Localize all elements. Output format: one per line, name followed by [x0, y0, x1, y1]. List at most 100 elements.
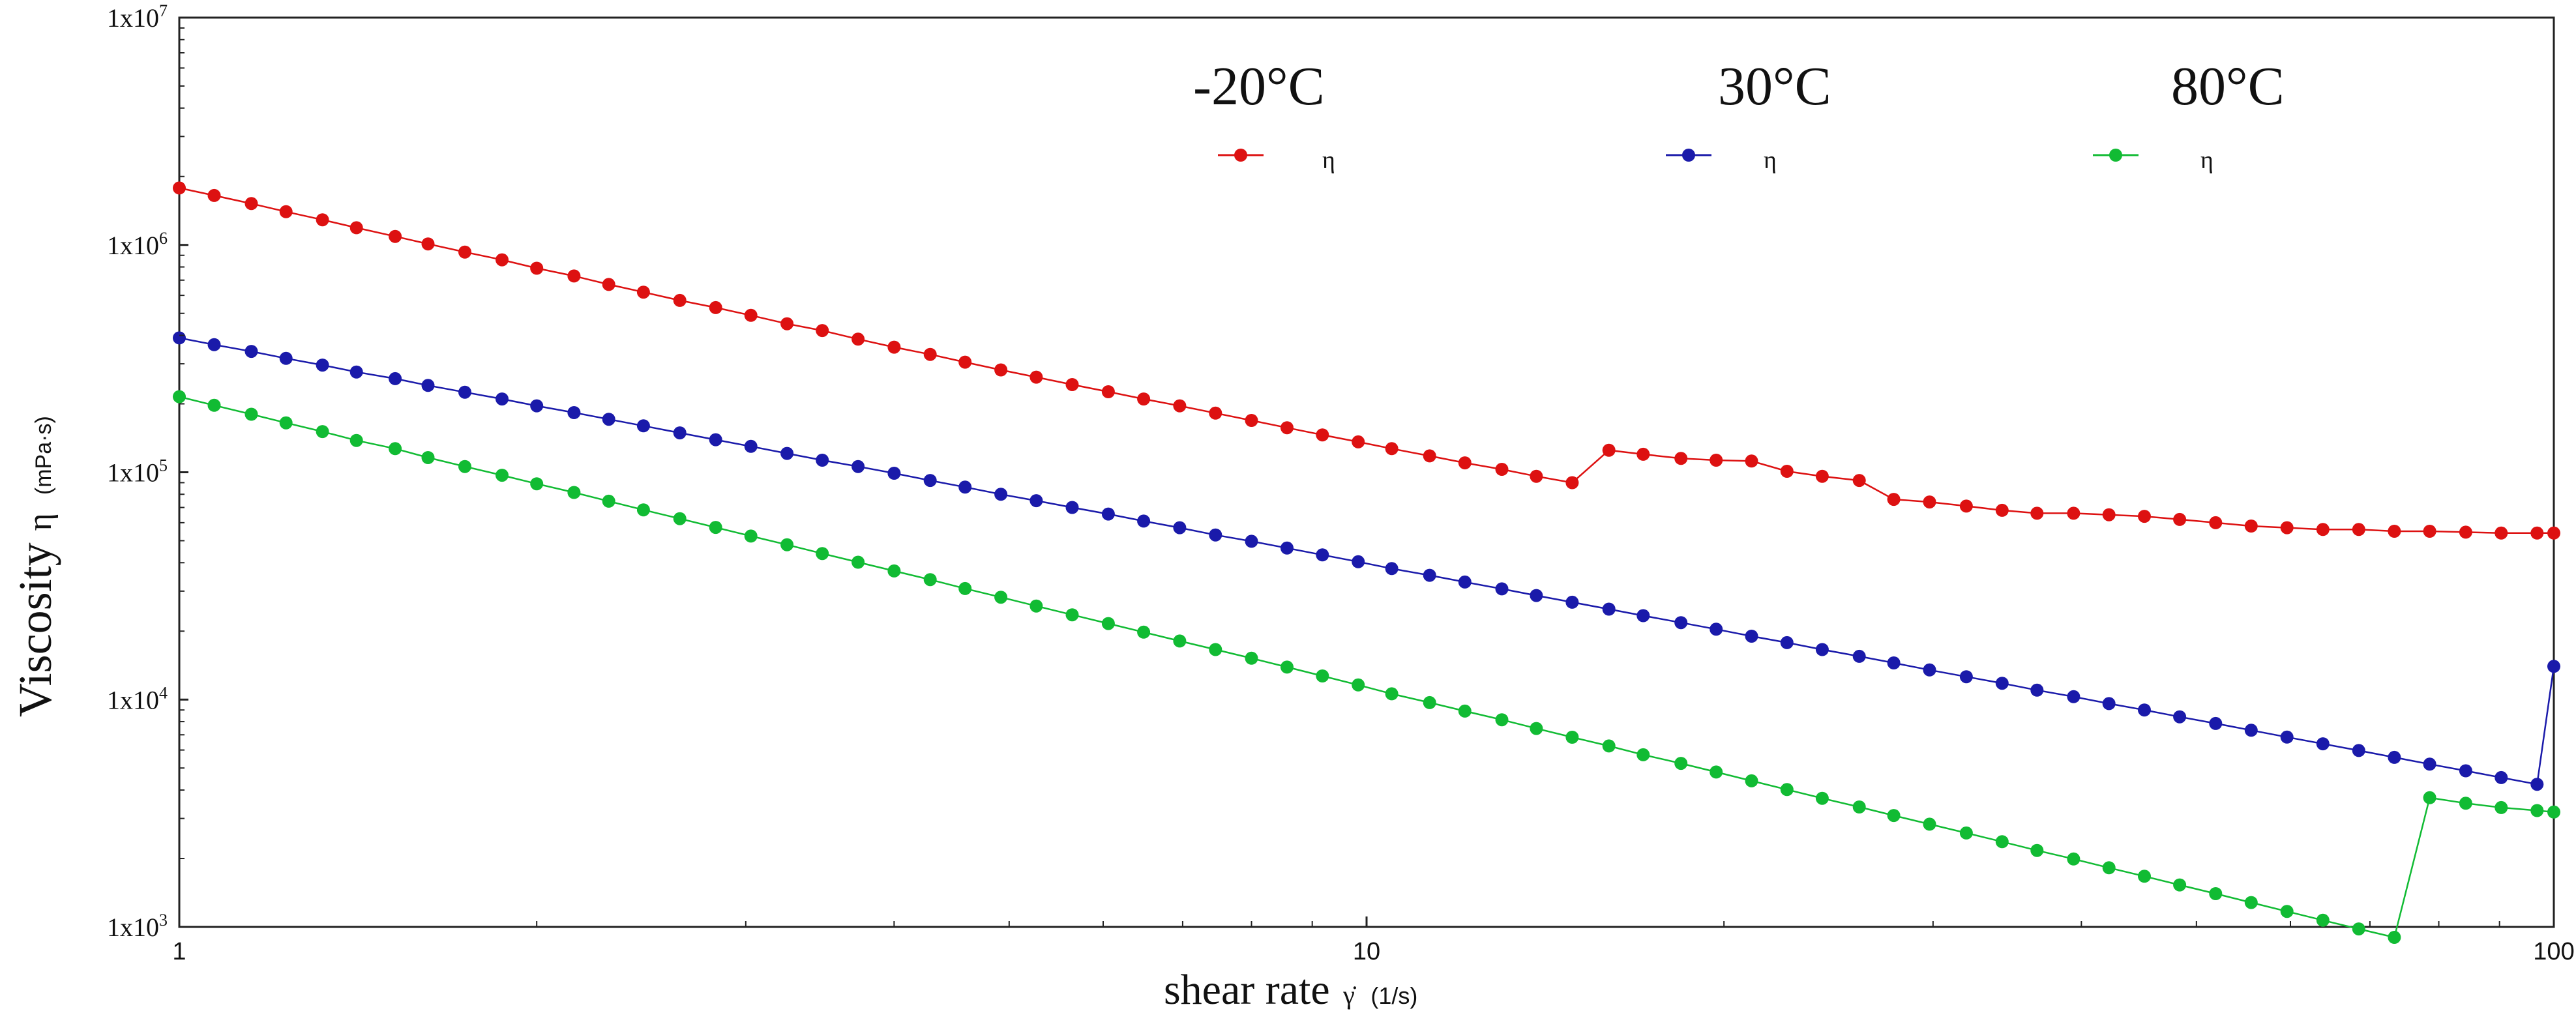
data-point [2173, 512, 2187, 526]
data-point [2030, 843, 2044, 857]
data-point [1029, 494, 1043, 508]
data-point [2530, 526, 2544, 540]
data-point [923, 474, 937, 488]
data-point [780, 317, 794, 330]
data-point [1029, 599, 1043, 613]
data-point [816, 547, 829, 561]
data-point [173, 331, 186, 345]
data-point [1458, 704, 1472, 718]
data-point [1530, 722, 1543, 735]
data-point [2530, 804, 2544, 817]
data-point [1780, 636, 1794, 649]
data-point [1710, 623, 1723, 636]
legend-label-minus20: η [1322, 147, 1335, 174]
data-point [1495, 582, 1509, 596]
x-axis-unit: (1/s) [1370, 982, 1417, 1009]
data-point [1316, 428, 1329, 442]
data-point [2244, 896, 2258, 909]
data-point [421, 451, 435, 464]
data-point [1995, 835, 2009, 849]
data-point [1887, 656, 1901, 669]
data-point [349, 221, 363, 235]
data-point [567, 406, 581, 419]
legend-title-30: 30°C [1718, 56, 1831, 117]
data-point [458, 460, 471, 473]
legend-marker-minus20 [1234, 149, 1247, 162]
data-point [887, 467, 901, 480]
data-point [1245, 414, 1258, 427]
data-point [567, 269, 581, 283]
data-point [2388, 750, 2401, 764]
data-point [1065, 501, 1079, 514]
data-point [316, 213, 329, 227]
data-point [1065, 608, 1079, 622]
data-point [673, 293, 687, 307]
data-point [496, 469, 509, 482]
data-point [1495, 463, 1509, 476]
data-point [1602, 602, 1616, 616]
data-point [1636, 609, 1650, 623]
data-point [530, 477, 544, 491]
y-axis-symbol: η [22, 513, 59, 531]
data-point [421, 379, 435, 392]
data-point [2173, 878, 2187, 892]
series-2 [173, 390, 2560, 944]
data-point [780, 447, 794, 460]
data-point [1745, 774, 1758, 787]
data-point [2102, 861, 2116, 875]
data-point [636, 419, 650, 433]
data-point [2352, 744, 2365, 757]
data-point [744, 529, 758, 543]
data-point [1209, 528, 1222, 542]
data-point [1745, 454, 1758, 468]
data-point [1780, 783, 1794, 797]
y-tick-label: 1x105 [107, 456, 168, 488]
data-point [1423, 696, 1436, 709]
data-point [1923, 817, 1936, 831]
legend-label-30: η [1764, 147, 1777, 174]
data-point [530, 261, 544, 275]
data-point [602, 494, 615, 508]
data-point [1530, 589, 1543, 602]
data-point [673, 512, 687, 525]
legend: -20°C η 30°C η 80°C η [1193, 56, 2285, 174]
data-point [1959, 826, 1973, 840]
data-point [1101, 617, 1115, 630]
data-point [1137, 514, 1151, 528]
data-point [1995, 503, 2009, 517]
data-point [2030, 683, 2044, 697]
data-point [496, 253, 509, 267]
plot-area [178, 16, 2555, 928]
data-point [2423, 525, 2436, 538]
data-point [851, 332, 865, 346]
y-axis-label: Viscosity [9, 542, 61, 717]
data-point [1423, 568, 1436, 582]
data-point [958, 480, 972, 494]
data-point [1173, 634, 1187, 648]
data-point [780, 538, 794, 551]
data-point [1173, 399, 1187, 413]
data-point [1352, 555, 1365, 568]
data-point [2067, 506, 2080, 520]
data-point [2316, 913, 2330, 927]
data-point [1137, 392, 1151, 406]
data-point [1674, 616, 1688, 630]
data-point [244, 345, 258, 359]
data-point [1209, 643, 1222, 656]
data-point [2280, 521, 2294, 535]
data-point [1923, 663, 1936, 677]
data-point [1316, 548, 1329, 562]
data-point [316, 425, 329, 439]
x-axis-title: shear rate γ̇ (1/s) [1164, 966, 1417, 1011]
data-point [2495, 526, 2508, 540]
data-point [1780, 465, 1794, 478]
data-point [1852, 649, 1866, 663]
data-point [958, 355, 972, 369]
data-point [1745, 630, 1758, 643]
series-1 [173, 331, 2560, 791]
data-point [244, 407, 258, 421]
x-axis-label: shear rate [1164, 966, 1330, 1011]
y-tick-label: 1x106 [107, 229, 168, 260]
data-point [2547, 526, 2560, 540]
